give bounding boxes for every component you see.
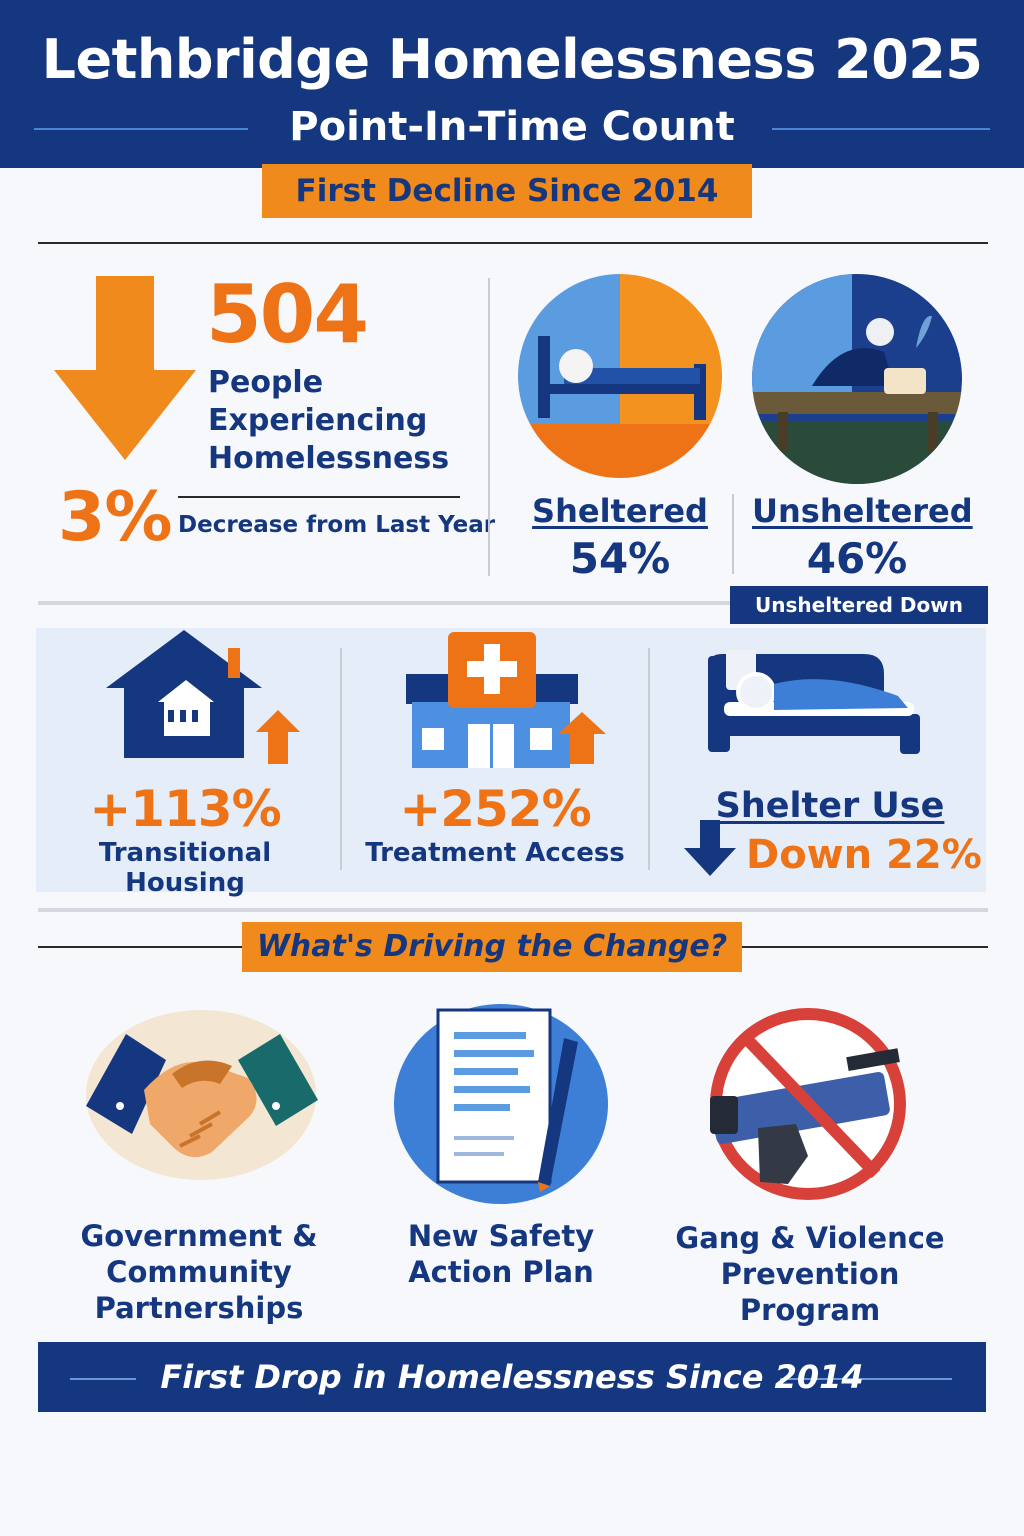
bed-icon [708,650,920,754]
document-icon [436,1008,578,1192]
page-subtitle: Point-In-Time Count [289,104,735,150]
unsheltered-badge: Unsheltered Down 18% [730,586,988,655]
change-value: 3% [58,478,172,557]
divider [38,908,988,912]
hospital-icon [406,632,606,768]
metric-value: +113% [89,780,281,838]
divider [38,601,988,605]
total-label-line: People [208,365,324,400]
divider [38,242,988,244]
no-weapons-icon [710,1008,906,1200]
driver-label: Gang & Violence Prevention Program [660,1220,960,1328]
unsheltered-label: Unsheltered [752,492,973,530]
metric-value: Down 22% [746,832,982,878]
divider [742,946,988,948]
divider [732,494,734,574]
driver-label-line: Partnerships [94,1291,304,1325]
total-label-line: Experiencing [208,403,428,438]
footer-rule-right [780,1378,952,1380]
headline-banner: First Decline Since 2014 [262,164,752,218]
section-heading: What's Driving the Change? [242,922,742,972]
total-label-line: Homelessness [208,441,450,476]
driver-label-line: Government & [80,1219,318,1253]
subtitle-rule-right [772,128,990,130]
divider [340,648,342,870]
driver-label-line: Community [106,1255,292,1289]
unsheltered-value: 46% [806,534,908,583]
footer-text: First Drop in Homelessness Since 2014 [160,1358,864,1396]
metric-value: +252% [399,780,591,838]
subtitle-rule-left [34,128,248,130]
total-label: People Experiencing Homelessness [208,364,449,478]
divider [648,648,650,870]
change-label: Decrease from Last Year [178,512,496,538]
page-title: Lethbridge Homelessness 2025 [41,28,983,91]
metric-label: Transitional Housing [98,838,272,898]
metric-label: Treatment Access [365,838,625,868]
driver-label: New Safety Action Plan [376,1218,626,1290]
down-arrow-icon [684,820,736,876]
divider [38,946,242,948]
sheltered-value: 54% [569,534,671,583]
handshake-icon [86,1034,318,1158]
stat-rule [178,496,460,498]
driver-label-line: Prevention Program [720,1257,900,1327]
divider [488,278,490,576]
unsheltered-icon [752,274,962,484]
house-icon [106,630,300,764]
header-bar [0,0,1024,168]
footer-bar [38,1342,986,1412]
footer-rule-left [70,1378,136,1380]
driver-label-line: New Safety [407,1219,595,1253]
driver-label-line: Gang & Violence [675,1221,945,1255]
driver-label: Government & Community Partnerships [64,1218,334,1326]
sheltered-icon [518,274,722,478]
sheltered-label: Sheltered [532,492,708,530]
total-count: 504 [206,268,369,361]
driver-label-line: Action Plan [408,1255,594,1289]
down-arrow-icon [54,276,196,460]
metric-label: Shelter Use [715,786,945,826]
